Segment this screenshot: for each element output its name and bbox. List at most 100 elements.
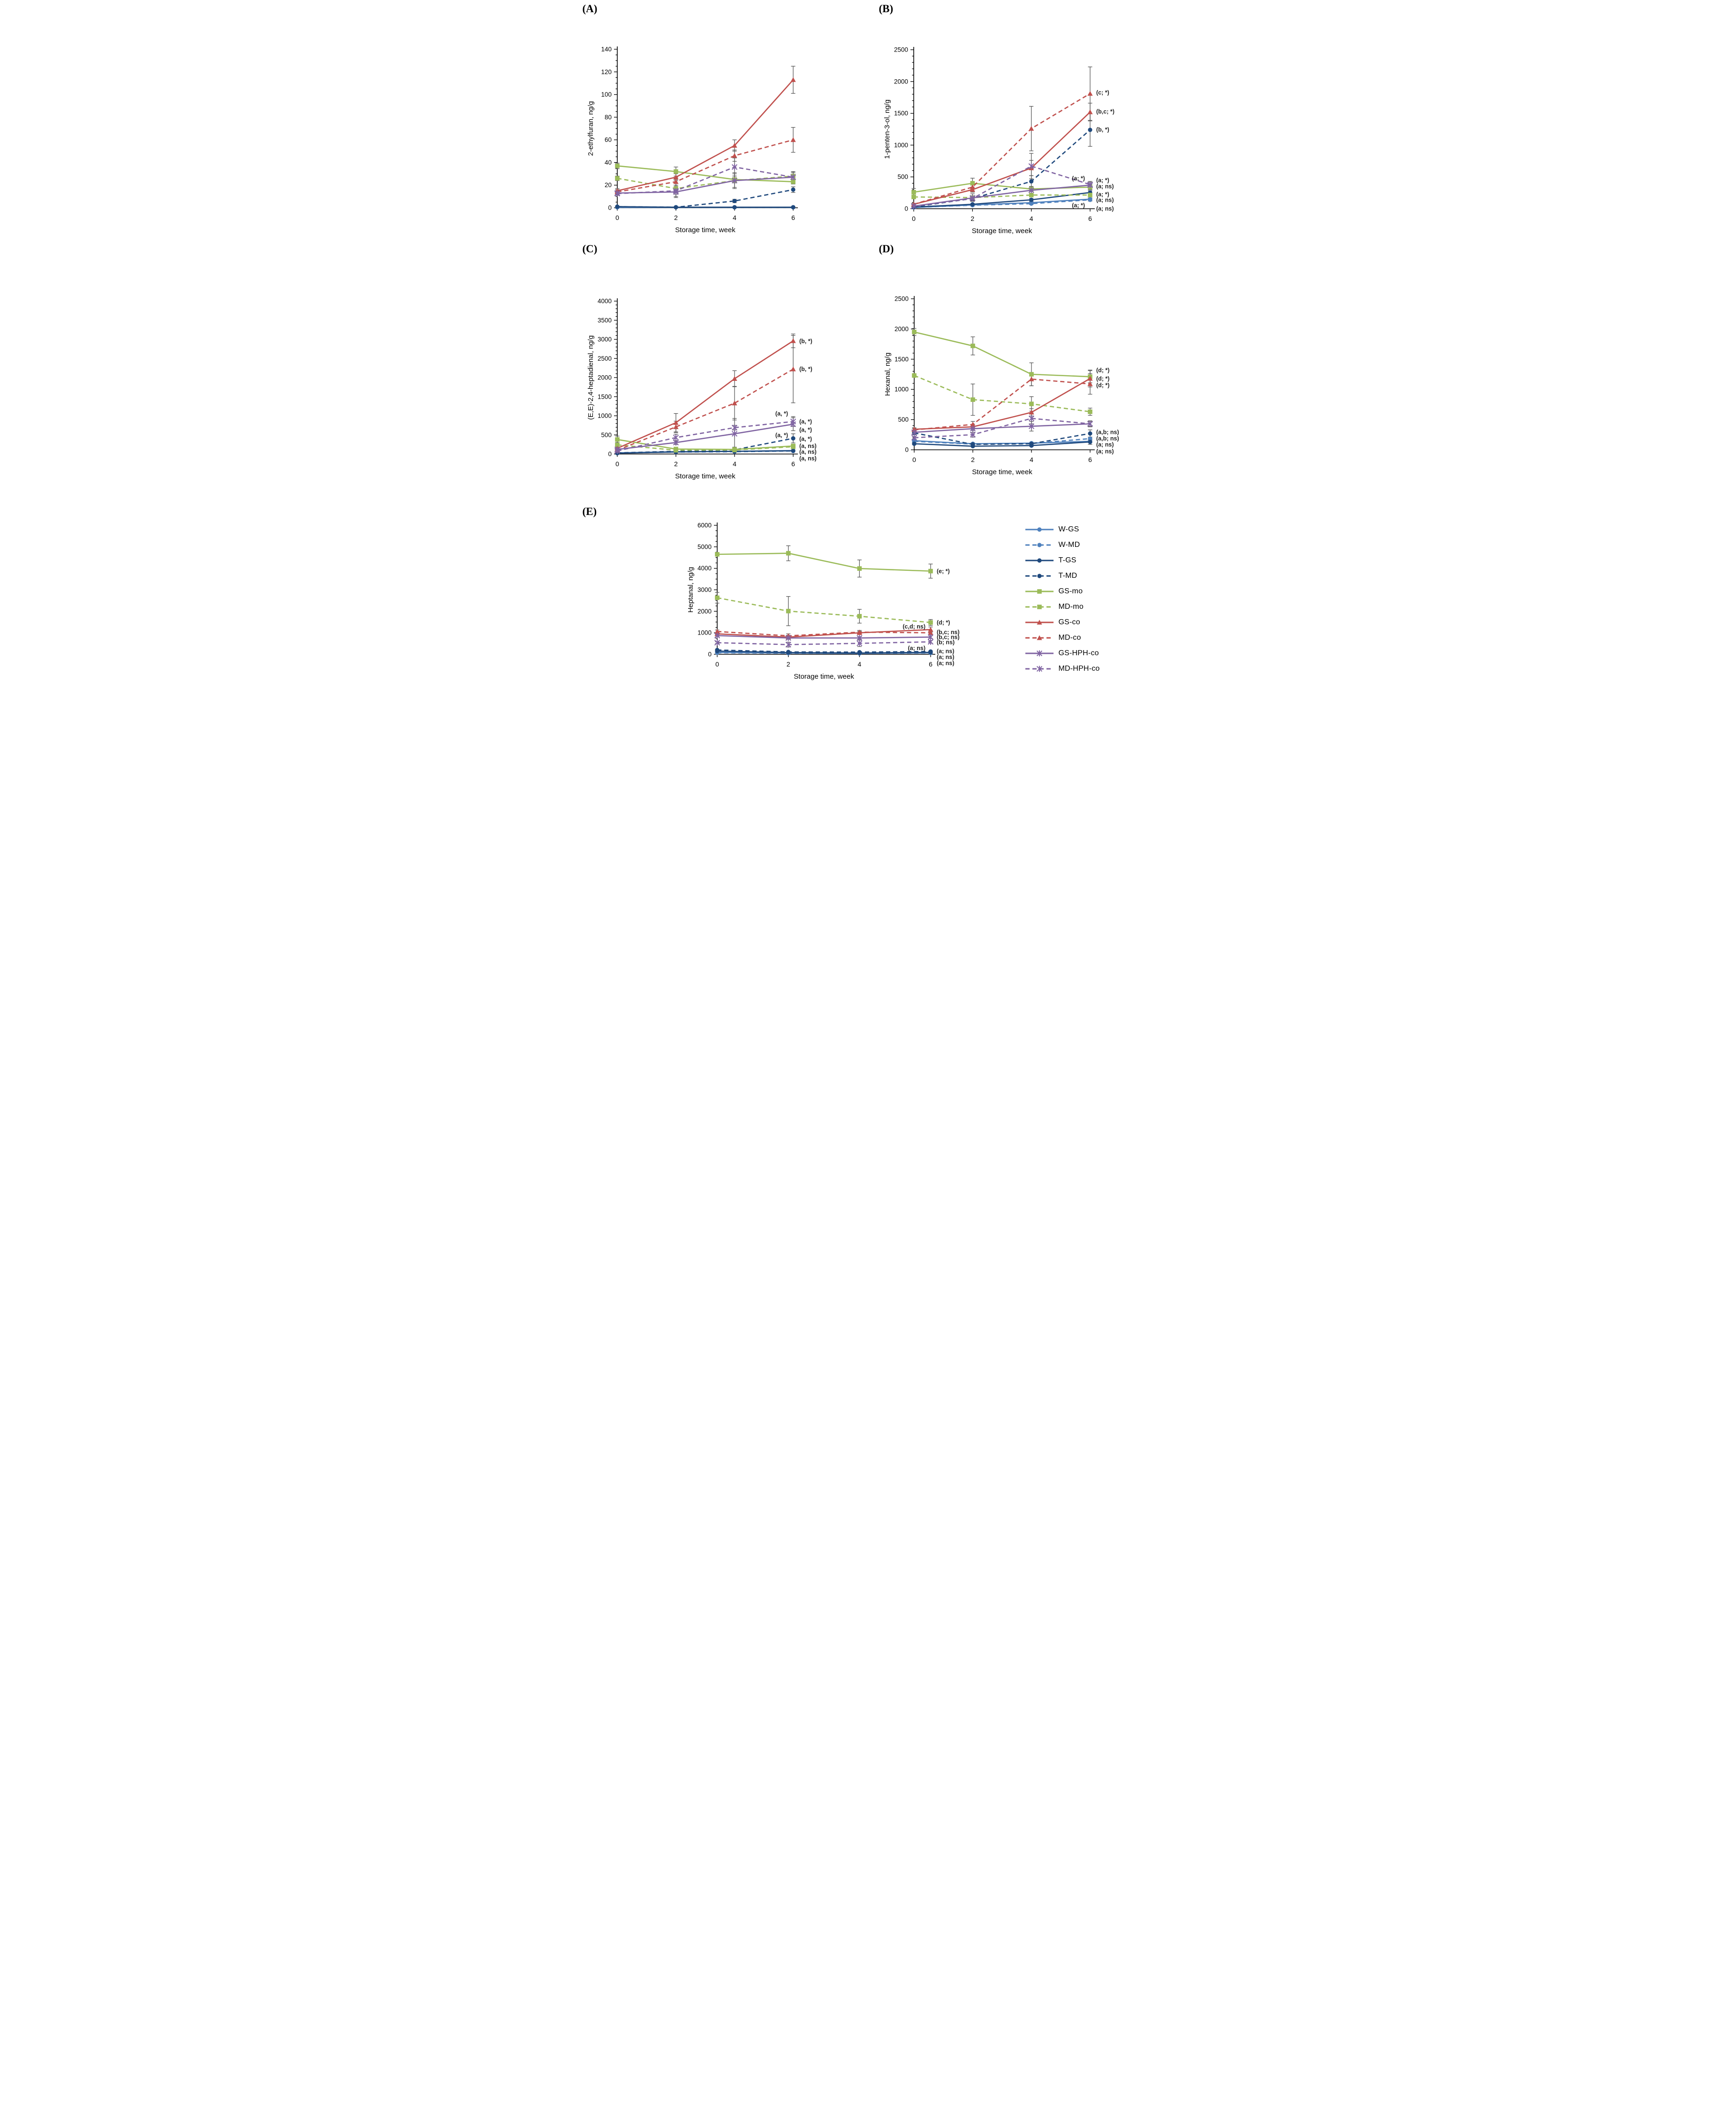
circle-marker-w-md xyxy=(1029,201,1033,206)
x-tick-label: 6 xyxy=(1088,456,1092,463)
legend-label: MD-mo xyxy=(1058,602,1084,611)
y-tick-label: 5000 xyxy=(697,543,711,550)
y-tick-label: 2000 xyxy=(597,374,611,381)
legend-swatch-md-co xyxy=(1025,635,1054,640)
y-tick-label: 6000 xyxy=(697,522,711,529)
y-tick-label: 40 xyxy=(604,159,611,166)
star-marker-gs-hph-co xyxy=(856,635,862,641)
stat-annotation: (a; *) xyxy=(1072,175,1085,182)
triangle-marker-md-co xyxy=(970,184,975,189)
triangle-marker-md-co xyxy=(857,629,862,635)
y-tick-label: 1000 xyxy=(894,142,908,149)
y-tick-label: 100 xyxy=(601,91,612,98)
square-marker-md-mo xyxy=(786,609,790,613)
legend-item-md-co: MD-co xyxy=(1024,630,1151,645)
square-marker-gs-mo xyxy=(673,169,678,174)
circle-marker-w-md xyxy=(1087,436,1092,441)
x-axis-title: Storage time, week xyxy=(972,468,1032,476)
circle-marker-t-gs xyxy=(790,205,796,210)
triangle-marker-gs-co xyxy=(790,338,796,343)
triangle-marker-gs-co xyxy=(927,627,933,632)
stat-annotation: (a; ns) xyxy=(937,654,955,660)
circle-icon xyxy=(1037,527,1042,532)
star-marker-gs-hph-co xyxy=(911,429,917,436)
star-marker-md-hph-co xyxy=(1028,163,1034,169)
stat-annotation: (a, ns) xyxy=(799,455,817,462)
x-tick-label: 2 xyxy=(970,215,974,222)
stat-annotation: (a; *) xyxy=(1096,177,1109,183)
panel-label-d: (D) xyxy=(879,243,894,255)
star-marker-md-hph-co xyxy=(1087,182,1093,188)
star-marker-md-hph-co xyxy=(969,195,975,202)
x-tick-label: 4 xyxy=(857,660,861,668)
legend-label: GS-co xyxy=(1058,618,1080,626)
legend-label: W-GS xyxy=(1058,525,1079,533)
circle-icon xyxy=(1037,558,1042,563)
stat-annotation: (b,c; *) xyxy=(1096,108,1114,115)
star-marker-gs-hph-co xyxy=(970,425,976,432)
star-marker-md-hph-co xyxy=(970,432,976,438)
square-icon xyxy=(1037,604,1042,609)
square-marker-md-mo xyxy=(673,448,678,453)
stat-annotation: (b, *) xyxy=(799,338,812,344)
star-marker-md-hph-co xyxy=(790,174,796,181)
chart-panel-b: 0 500 1000 1500 2000 2500 0 2 4 6 1-penten-3-ol, n… xyxy=(883,46,1114,235)
square-marker-md-mo xyxy=(1029,193,1033,197)
circle-marker-t-md xyxy=(1087,431,1092,436)
circle-marker-t-md xyxy=(1029,179,1033,184)
stat-annotation: (a,b; ns) xyxy=(1096,429,1119,436)
y-tick-label: 3500 xyxy=(597,317,611,324)
x-tick-label: 2 xyxy=(971,456,975,463)
star-marker-md-hph-co xyxy=(910,203,917,209)
legend-label: MD-co xyxy=(1058,633,1081,642)
axes: 0 500 1000 1500 2000 2500 3000 3500 4000 0 2 4 6 xyxy=(597,298,798,468)
stat-annotation: (a; ns) xyxy=(1096,205,1114,212)
square-icon xyxy=(1037,589,1042,594)
triangle-marker-gs-co xyxy=(970,187,975,192)
legend-swatch-t-gs xyxy=(1025,558,1054,563)
error-bars xyxy=(615,333,795,454)
stat-annotation: (c,d; ns) xyxy=(902,623,925,630)
y-tick-label: 0 xyxy=(904,205,908,212)
triangle-marker-gs-co xyxy=(790,77,796,82)
stat-annotation: (a; ns) xyxy=(937,648,955,655)
y-tick-label: 2500 xyxy=(597,355,611,362)
triangle-marker-md-co xyxy=(1028,376,1034,381)
y-tick-label: 80 xyxy=(604,114,611,121)
stat-annotation: (b, *) xyxy=(1096,127,1109,133)
stat-annotation: (a; ns) xyxy=(908,645,925,651)
star-marker-md-hph-co xyxy=(911,434,917,441)
circle-marker-w-md xyxy=(1087,197,1092,202)
square-marker-gs-mo xyxy=(614,437,620,442)
star-marker-gs-hph-co xyxy=(785,635,791,641)
legend-item-gs-mo: GS-mo xyxy=(1024,583,1151,599)
y-tick-label: 2500 xyxy=(894,46,908,53)
x-tick-label: 2 xyxy=(786,660,790,668)
y-axis-title: Hexanal, ng/g xyxy=(884,353,892,396)
stat-annotation: (d; *) xyxy=(1096,367,1109,373)
series-md-hph-co xyxy=(614,164,796,197)
series-t-md xyxy=(614,187,796,210)
y-tick-label: 3000 xyxy=(597,336,611,343)
circle-marker-t-md xyxy=(1029,441,1034,446)
y-tick-label: 2500 xyxy=(894,295,908,303)
circle-icon xyxy=(1037,573,1042,578)
circle-marker-t-md xyxy=(614,204,620,209)
series-gs-hph-co xyxy=(714,632,933,641)
star-marker-md-hph-co xyxy=(673,188,679,194)
legend-swatch-md-hph-co xyxy=(1025,666,1054,672)
square-marker-gs-mo xyxy=(970,181,975,186)
square-marker-gs-mo xyxy=(714,552,720,557)
square-marker-gs-mo xyxy=(1029,372,1034,377)
chart-panel-c: 0 500 1000 1500 2000 2500 3000 3500 4000 0 2 4 6 (E,E… xyxy=(587,298,817,481)
series-gs-mo xyxy=(714,551,933,574)
legend-label: GS-HPH-co xyxy=(1058,649,1099,657)
triangle-marker-gs-co xyxy=(673,420,679,425)
triangle-marker-md-co xyxy=(1087,91,1093,96)
star-marker-md-hph-co xyxy=(927,639,933,645)
series-md-mo xyxy=(714,595,933,625)
y-tick-label: 500 xyxy=(898,416,909,423)
x-tick-label: 0 xyxy=(715,660,719,668)
star-marker-md-hph-co xyxy=(785,641,791,648)
triangle-icon xyxy=(1036,635,1042,640)
